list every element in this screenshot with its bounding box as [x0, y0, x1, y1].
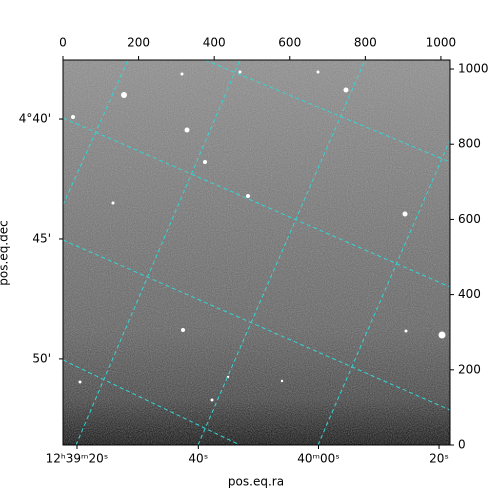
top-tick-label: 400 [203, 36, 226, 50]
left-tick-label: 4°40' [19, 112, 51, 126]
coordinate-grid [63, 60, 450, 445]
left-tick-label: 50' [32, 351, 51, 365]
bottom-tick-label: 40ᵐ00ˢ [297, 452, 340, 466]
right-tick-label: 800 [458, 137, 481, 151]
image [63, 60, 450, 445]
frame [62, 59, 451, 446]
left-tick-label: 45' [32, 231, 51, 245]
right-tick-label: 600 [458, 212, 481, 226]
right-tick-label: 200 [458, 362, 481, 376]
x-axis-label: pos.eq.ra [228, 475, 284, 489]
y-axis-label: pos.eq.dec [0, 220, 11, 285]
top-tick-label: 800 [354, 36, 377, 50]
bottom-tick-label: 20ˢ [429, 452, 449, 466]
right-tick-label: 0 [458, 438, 466, 452]
top-tick-label: 600 [278, 36, 301, 50]
top-tick-label: 0 [59, 36, 67, 50]
right-tick-label: 1000 [458, 62, 489, 76]
bottom-tick-label: 12ʰ39ᵐ20ˢ [46, 452, 109, 466]
top-tick-label: 1000 [426, 36, 457, 50]
bottom-tick-label: 40ˢ [188, 452, 208, 466]
top-tick-label: 200 [127, 36, 150, 50]
right-tick-label: 400 [458, 287, 481, 301]
